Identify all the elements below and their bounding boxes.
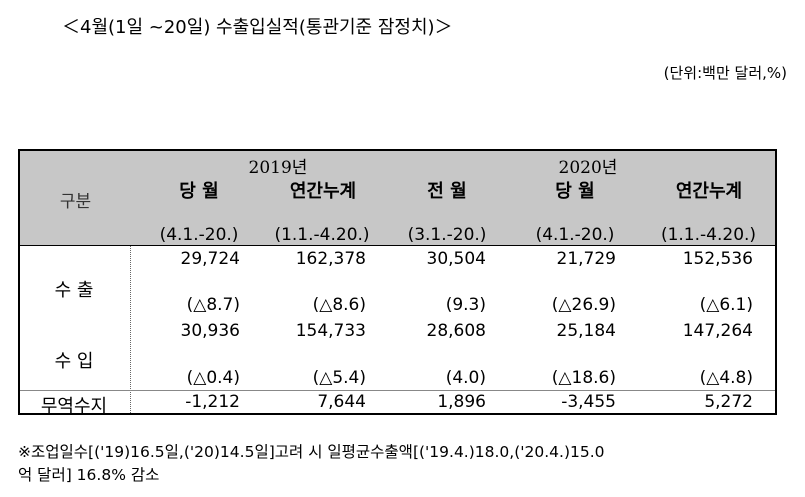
export-2020-month: 21,729 (556, 249, 616, 269)
col-2020-ytd-label: 연간누계 (675, 181, 743, 202)
import-2020-month: 25,184 (556, 321, 616, 341)
page-title: ＜4월(1일 ~20일) 수출입실적(통관기준 잠정치)＞ (62, 17, 453, 38)
col-2020-month-label: 당 월 (555, 181, 595, 202)
col-2020-ytd-period: (1.1.-4.20.) (660, 225, 757, 245)
export-2019-ytd-change: (△8.6) (312, 295, 366, 315)
footnote-line-2: 억 달러] 16.8% 감소 (18, 466, 160, 484)
col-2019-month-period: (4.1.-20.) (159, 225, 239, 245)
balance-2020-month: -3,455 (561, 392, 616, 412)
import-2020-ytd: 147,264 (682, 321, 753, 341)
export-2019-ytd: 162,378 (295, 249, 366, 269)
import-prev-month: 28,608 (426, 321, 486, 341)
import-2020-ytd-change: (△4.8) (699, 368, 753, 388)
row-import-label: 수 입 (54, 351, 94, 372)
col-prev-month-label: 전 월 (427, 181, 467, 202)
header-background (18, 149, 777, 245)
export-2020-month-change: (△26.9) (551, 295, 616, 315)
export-prev-month-change: (9.3) (445, 295, 486, 315)
row-balance-label: 무역수지 (40, 396, 108, 417)
table-left-border (18, 149, 20, 415)
import-2019-month-change: (△0.4) (186, 368, 240, 388)
header-category: 구분 (59, 192, 92, 212)
table-bottom-border (18, 413, 777, 415)
import-prev-month-change: (4.0) (445, 368, 486, 388)
col-prev-month-period: (3.1.-20.) (407, 225, 487, 245)
footnote-line-1: ※조업일수[('19)16.5일,('20)14.5일]고려 시 일평균수출액[… (18, 443, 605, 461)
col-2020-month-period: (4.1.-20.) (535, 225, 615, 245)
export-prev-month: 30,504 (426, 249, 486, 269)
export-2019-month: 29,724 (180, 249, 240, 269)
col-2019-month-label: 당 월 (179, 181, 219, 202)
export-2020-ytd: 152,536 (682, 249, 753, 269)
trade-table: 구분 2019년 2020년 당 월 연간누계 전 월 당 월 연간누계 (4.… (18, 149, 777, 417)
balance-row-divider (20, 390, 775, 391)
unit-note: (단위:백만 달러,%) (663, 64, 787, 82)
col-2019-ytd-period: (1.1.-4.20.) (274, 225, 370, 245)
import-2020-month-change: (△18.6) (551, 368, 616, 388)
balance-prev-month: 1,896 (437, 392, 486, 412)
table-top-border (18, 149, 777, 151)
row-export-label: 수 출 (54, 280, 94, 301)
table-right-border (775, 149, 777, 415)
import-2019-ytd-change: (△5.4) (312, 368, 366, 388)
import-2019-ytd: 154,733 (295, 321, 366, 341)
export-2020-ytd-change: (△6.1) (699, 295, 753, 315)
balance-2019-month: -1,212 (185, 392, 240, 412)
balance-2020-ytd: 5,272 (704, 392, 753, 412)
col-2019-ytd-label: 연간누계 (289, 181, 357, 202)
import-2019-month: 30,936 (180, 321, 240, 341)
export-2019-month-change: (△8.7) (186, 295, 240, 315)
header-year-2020: 2020년 (558, 158, 618, 178)
balance-2019-ytd: 7,644 (317, 392, 366, 412)
header-divider (18, 245, 777, 246)
label-column-divider (130, 246, 131, 413)
header-year-2019: 2019년 (248, 158, 308, 178)
